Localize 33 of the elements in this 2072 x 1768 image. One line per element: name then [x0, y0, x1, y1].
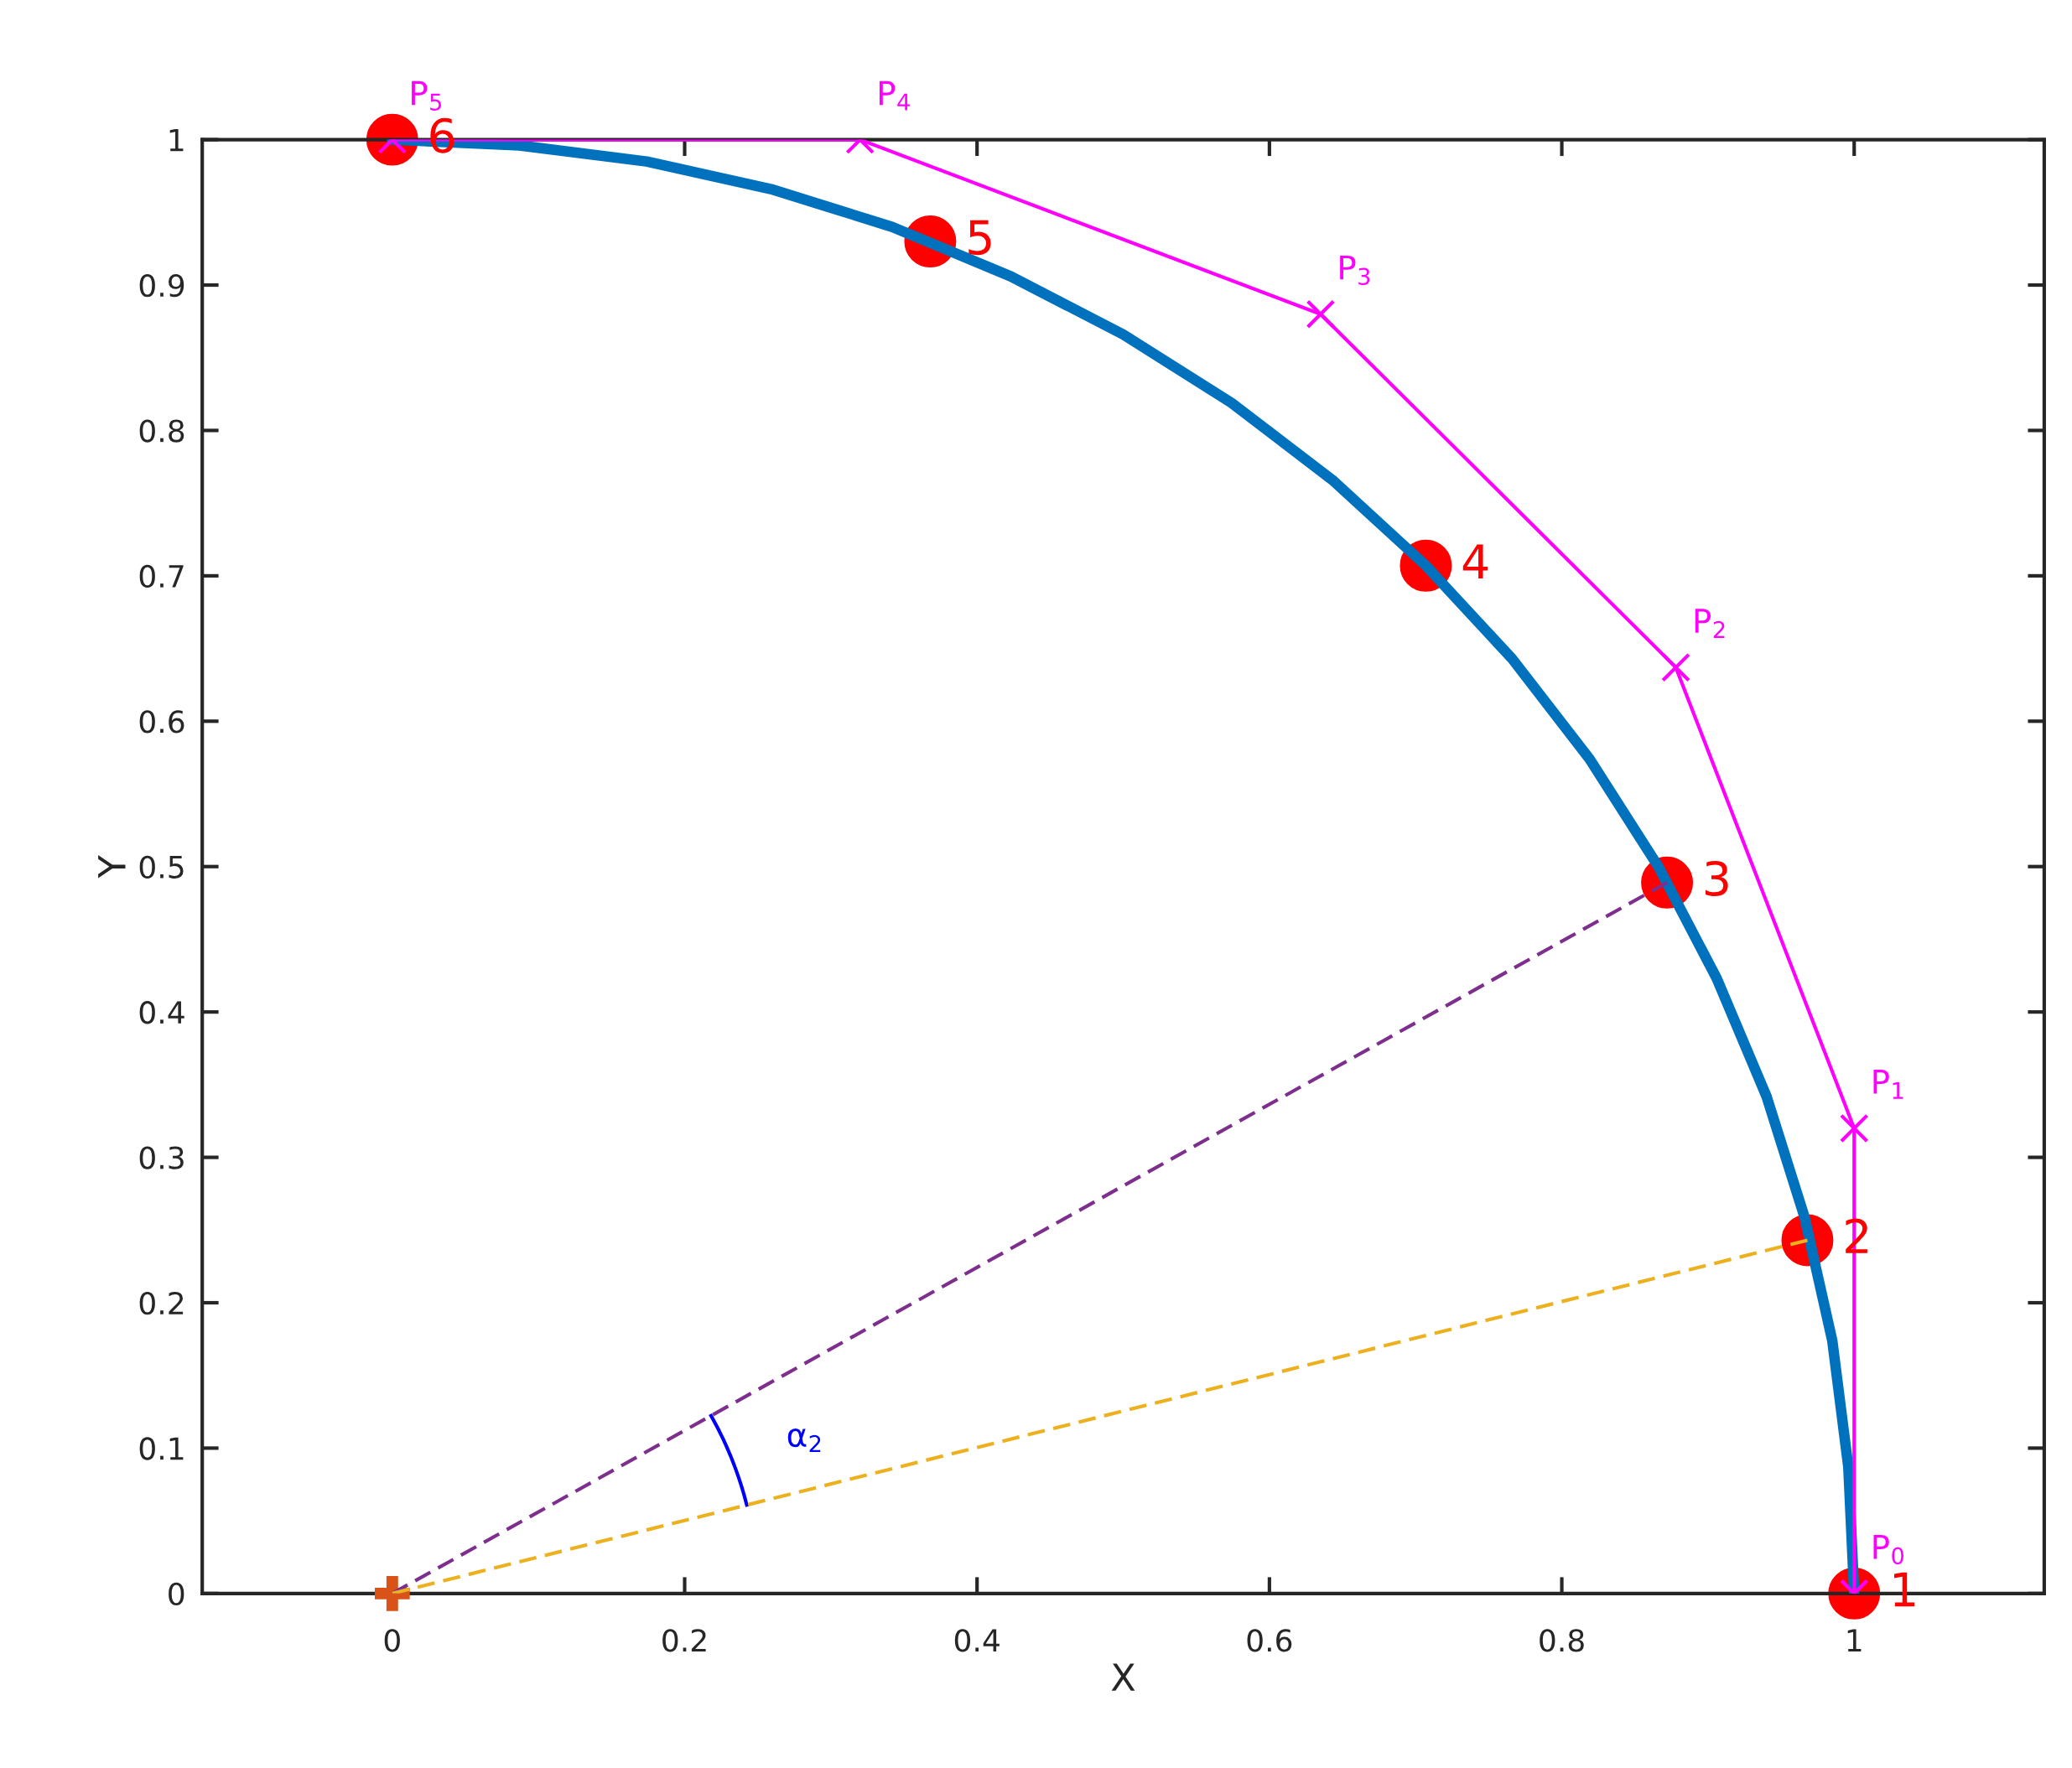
- y-tick-label: 0.2: [139, 1291, 184, 1315]
- y-axis-title: Y: [98, 855, 126, 879]
- annotation: P$_{1}$: [1873, 1070, 1903, 1099]
- point: [1661, 652, 1690, 682]
- annotation: P$_{2}$: [1695, 609, 1725, 639]
- y-tick-label: 0.9: [139, 273, 184, 298]
- y-tick-label: 0.3: [139, 1146, 184, 1169]
- y-tick-label: 0.7: [139, 564, 184, 588]
- y-tick-label: 0.4: [139, 1001, 184, 1024]
- y-tick-label: 0.1: [139, 1437, 184, 1460]
- y-tick-label: 0.6: [139, 710, 184, 734]
- point: [1839, 1113, 1869, 1143]
- annotation: 4: [1462, 544, 1488, 579]
- point: [1306, 299, 1336, 329]
- y-tick-label: 0: [169, 1582, 184, 1606]
- annotation: 3: [1705, 860, 1728, 896]
- annotation: α$_{2}$: [787, 1428, 821, 1453]
- y-tick-label: 0.8: [139, 419, 184, 443]
- x-tick-label: 0.2: [662, 1629, 706, 1652]
- annotation: 5: [968, 220, 991, 256]
- y-tick-label: 0.5: [139, 855, 184, 879]
- x-tick-label: 0: [384, 1629, 400, 1652]
- x-tick-label: 0.8: [1540, 1629, 1584, 1652]
- x-tick-label: 0.4: [954, 1629, 1000, 1652]
- x-axis-title: X: [1111, 1663, 1135, 1691]
- x-tick-label: 1: [1847, 1629, 1862, 1651]
- point: [374, 1576, 410, 1611]
- x-tick-label: 0.6: [1247, 1629, 1292, 1652]
- annotation: P$_{0}$: [1873, 1535, 1904, 1565]
- annotation: P$_{3}$: [1340, 255, 1370, 286]
- annotation: P$_{4}$: [879, 80, 910, 111]
- annotation: P$_{5}$: [412, 80, 442, 111]
- y-tick-label: 1: [169, 129, 184, 152]
